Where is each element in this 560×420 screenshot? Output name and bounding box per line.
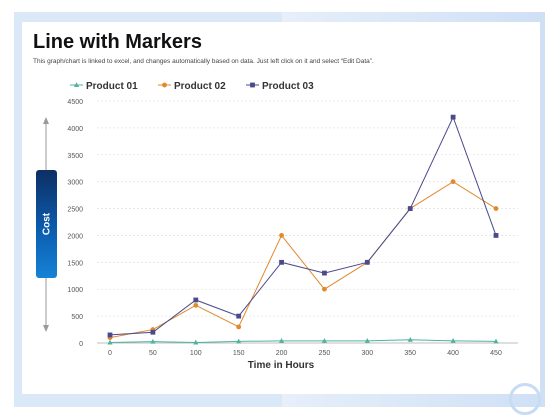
data-point-marker (193, 302, 199, 308)
data-point-marker (407, 336, 413, 342)
data-point-marker (279, 259, 284, 265)
data-point-marker (236, 338, 242, 344)
data-point-marker (364, 259, 370, 265)
data-point-marker (73, 82, 80, 87)
legend-label: Product 02 (174, 81, 226, 92)
x-tick-label: 250 (319, 350, 331, 357)
x-tick-label: 450 (490, 350, 502, 357)
data-point-marker (107, 332, 113, 338)
x-tick-label: 150 (233, 350, 245, 357)
y-tick-label: 4000 (67, 126, 83, 133)
data-point-marker (321, 338, 328, 343)
data-point-marker (107, 339, 113, 345)
series-line-product-02 (109, 181, 497, 339)
series-layer (107, 114, 499, 345)
y-tick-label: 1000 (67, 287, 83, 294)
arrow-up-icon (43, 117, 49, 124)
data-point-marker (493, 233, 499, 238)
x-tick-label: 0 (108, 350, 112, 357)
x-tick-label: 100 (190, 350, 202, 357)
y-axis-label: Cost (42, 212, 53, 235)
axes: 0 500 1000 1500 2000 2500 3000 3500 4000 4500 0 50 1… (67, 99, 518, 357)
data-point-marker (193, 297, 199, 303)
series-line-product-01 (109, 339, 497, 343)
y-tick-label: 3000 (67, 180, 83, 187)
page-title: Line with Markers (33, 31, 202, 53)
data-point-marker (236, 324, 242, 330)
x-tick-label: 400 (447, 350, 459, 357)
y-axis-label-pill (36, 170, 57, 278)
content-card (22, 22, 540, 394)
data-point-marker (236, 313, 242, 319)
y-axis-label-group: Cost (36, 117, 57, 332)
data-point-marker (450, 338, 456, 343)
y-tick-label: 4500 (67, 99, 83, 106)
legend-label: Product 03 (262, 81, 314, 92)
y-tick-label: 0 (79, 341, 83, 348)
data-point-marker (279, 233, 284, 238)
x-axis-label: Time in Hours (248, 360, 315, 371)
x-tick-label: 350 (404, 350, 416, 357)
data-point-marker (193, 339, 199, 345)
data-point-marker (493, 206, 499, 211)
legend: Product 01 Product 02 Product 03 (70, 81, 314, 92)
x-tick-label: 200 (276, 350, 288, 357)
data-point-marker (322, 270, 327, 276)
data-point-marker (150, 338, 156, 344)
y-tick-label: 500 (71, 314, 83, 321)
data-point-marker (322, 286, 327, 292)
series-line-product-03 (109, 115, 497, 336)
legend-label: Product 01 (86, 81, 138, 92)
data-point-marker (493, 338, 499, 344)
data-point-marker (450, 179, 456, 185)
y-tick-label: 1500 (67, 260, 83, 267)
y-tick-label: 3500 (67, 153, 83, 160)
y-tick-label: 2000 (67, 233, 83, 240)
data-point-marker (150, 329, 156, 335)
data-point-marker (162, 82, 167, 88)
decorative-ring (509, 383, 541, 415)
data-point-marker (450, 114, 456, 120)
x-tick-label: 300 (361, 350, 373, 357)
page-subtitle: This graph/chart is linked to excel, and… (33, 58, 374, 65)
data-point-marker (407, 206, 413, 211)
y-tick-label: 2500 (67, 207, 83, 214)
arrow-down-icon (43, 325, 49, 332)
data-point-marker (250, 82, 255, 88)
grid-lines (97, 100, 518, 317)
data-point-marker (278, 338, 285, 343)
x-tick-label: 50 (149, 350, 157, 357)
data-point-marker (364, 338, 370, 343)
